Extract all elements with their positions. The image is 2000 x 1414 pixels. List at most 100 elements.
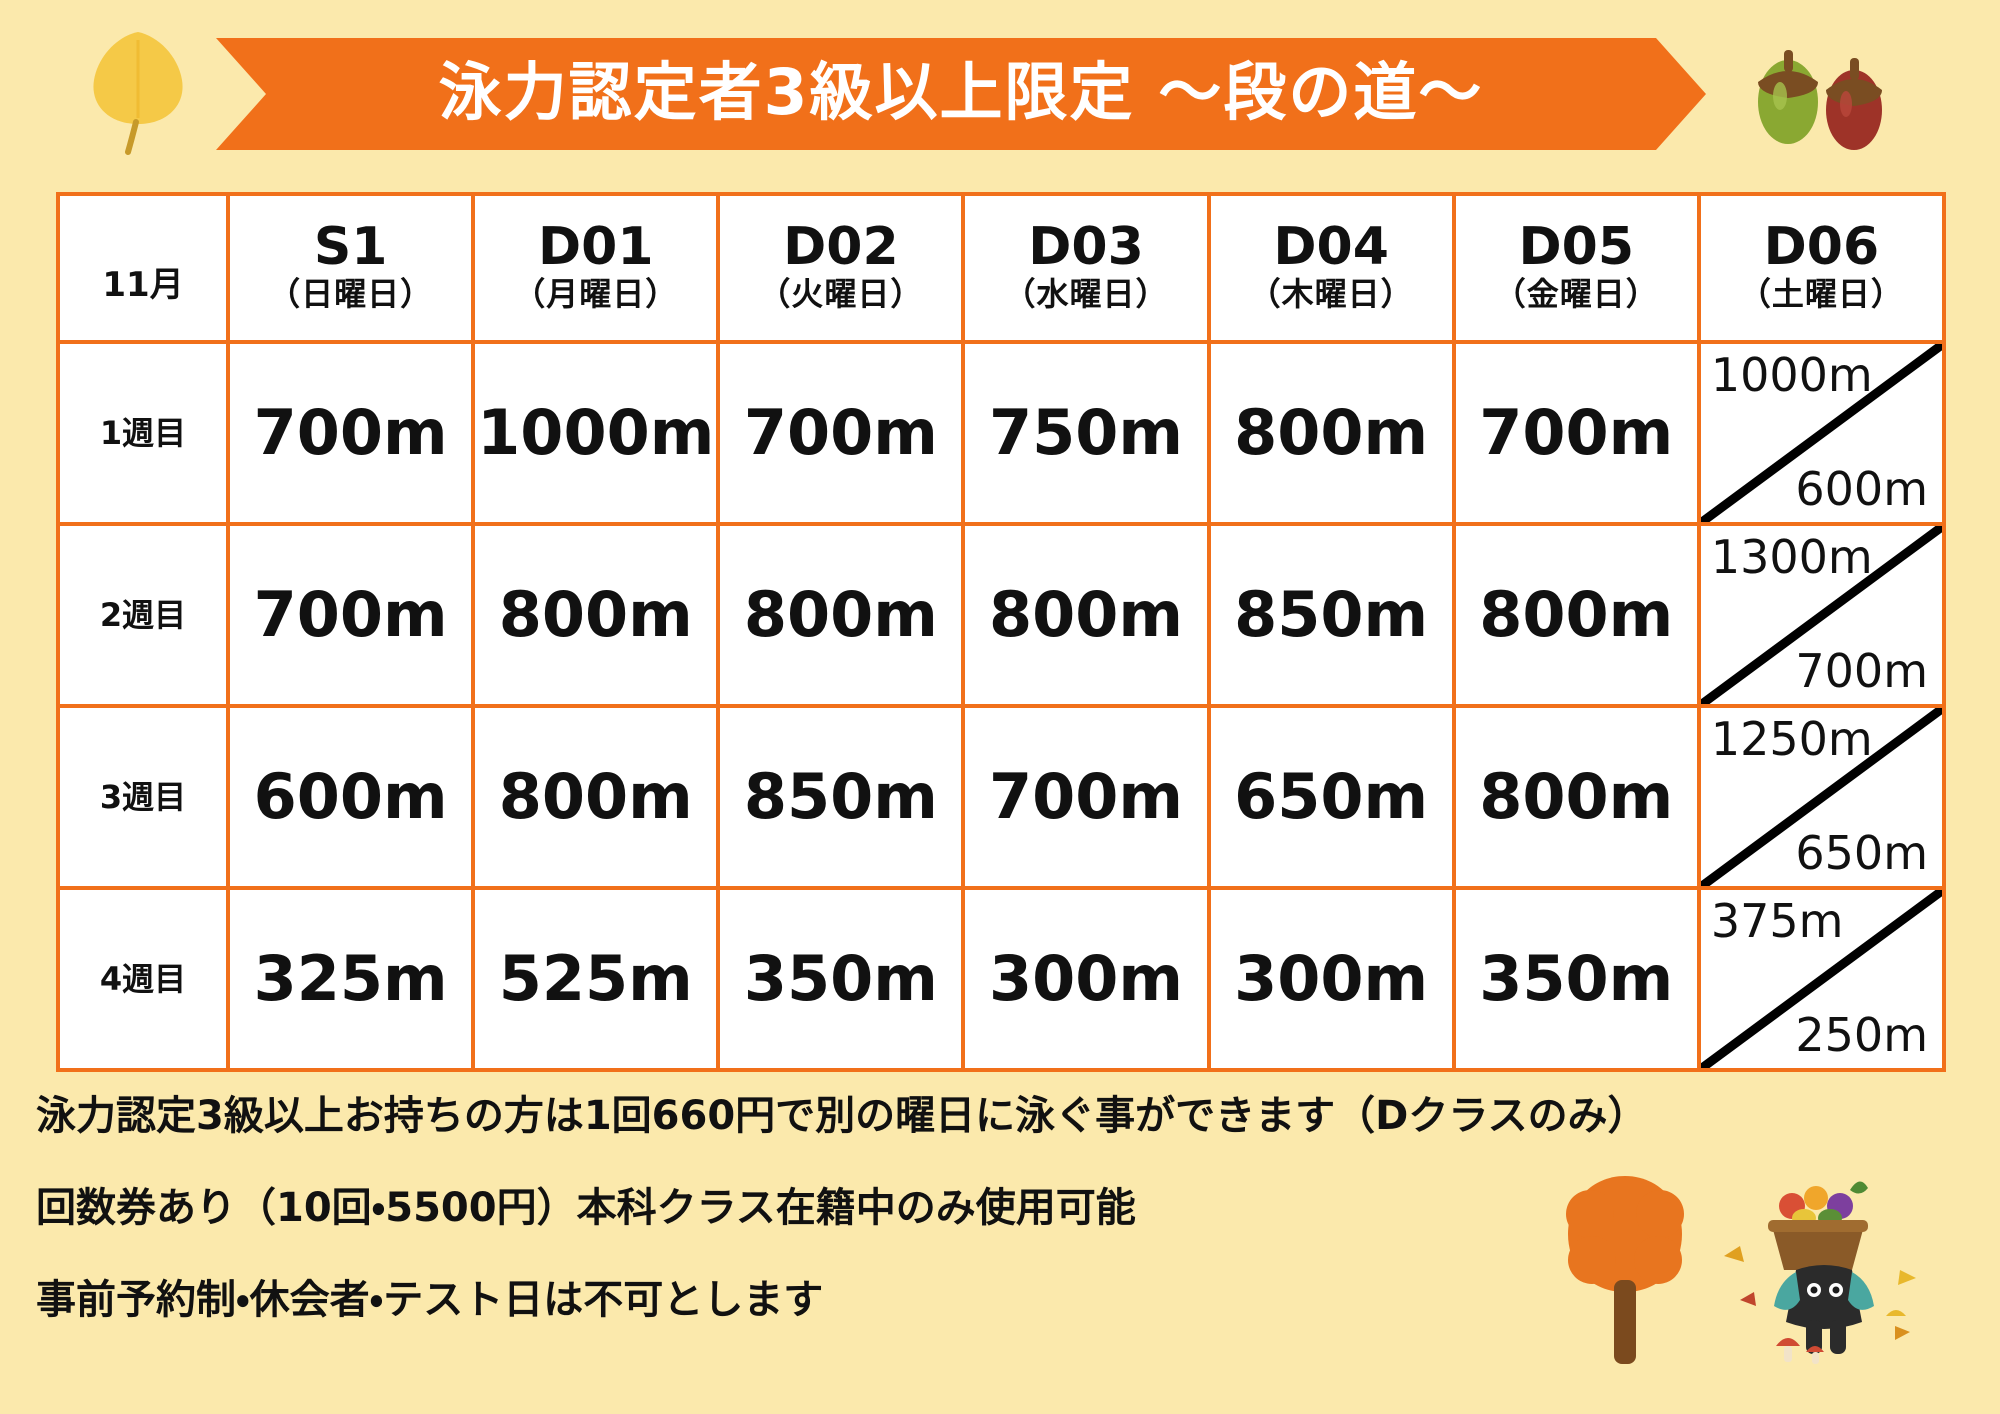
split-upper-value: 1300m — [1710, 530, 1873, 584]
distance-cell: 800m — [961, 522, 1211, 708]
month-label: 11月 — [102, 265, 184, 305]
table-header-row: 11月 S1 （日曜日） D01 （月曜日） D02 （火曜日） D03 （水曜… — [55, 192, 1947, 344]
distance-cell: 600m — [226, 704, 476, 890]
column-dow-d05: （金曜日） — [1493, 274, 1659, 313]
distance-cell: 350m — [1451, 886, 1701, 1072]
split-lower-value: 650m — [1795, 826, 1928, 880]
distance-cell: 325m — [226, 886, 476, 1072]
week-label-cell: 4週目 — [55, 886, 231, 1072]
distance-value: 700 — [253, 578, 384, 651]
distance-unit: m — [1608, 396, 1674, 469]
column-dow-d02: （火曜日） — [758, 274, 924, 313]
distance-cell: 800m — [471, 522, 721, 708]
column-dow-d06: （土曜日） — [1738, 274, 1904, 313]
week-label: 4週目 — [99, 960, 187, 998]
column-code-d06: D06 — [1763, 216, 1880, 277]
distance-cell: 800m — [1206, 340, 1456, 526]
distance-unit: m — [1118, 942, 1184, 1015]
distance-value: 300 — [1234, 942, 1364, 1015]
column-header-d05: D05 （金曜日） — [1451, 192, 1701, 344]
distance-unit: m — [628, 578, 693, 651]
week-label: 3週目 — [99, 778, 187, 816]
distance-cell: 800m — [716, 522, 966, 708]
distance-cell: 300m — [961, 886, 1211, 1072]
column-dow-s1: （日曜日） — [268, 274, 434, 313]
column-code-d03: D03 — [1028, 216, 1144, 277]
distance-value: 850 — [743, 760, 874, 833]
distance-value: 350 — [1479, 942, 1609, 1015]
split-distance-cell: 375m 250m — [1696, 886, 1947, 1072]
distance-value: 800 — [1234, 396, 1364, 469]
split-cell-inner: 1300m 700m — [1702, 528, 1940, 702]
week-label-cell: 3週目 — [55, 704, 231, 890]
note-line-3: 事前予約制・休会者・テスト日は不可とします — [36, 1277, 824, 1323]
distance-value: 600 — [253, 760, 384, 833]
column-header-d01: D01 （月曜日） — [471, 192, 721, 344]
distance-unit: m — [1608, 760, 1674, 833]
split-cell-inner: 1250m 650m — [1702, 710, 1940, 884]
column-code-d05: D05 — [1518, 216, 1635, 277]
note-line-2: 回数券あり（10回・5500円）本科クラス在籍中のみ使用可能 — [36, 1185, 1136, 1231]
distance-value: 300 — [989, 942, 1119, 1015]
split-lower-value: 250m — [1795, 1008, 1928, 1062]
distance-unit: m — [628, 760, 693, 833]
distance-unit: m — [873, 942, 938, 1015]
split-lower-value: 700m — [1795, 644, 1928, 698]
week-label-cell: 1週目 — [55, 340, 231, 526]
distance-value: 325 — [253, 942, 384, 1015]
table-row: 3週目 600m 800m 850m 700m 650m 800m 1250m … — [55, 704, 1947, 890]
distance-value: 700 — [743, 396, 874, 469]
footer-notes: 泳力認定3級以上お持ちの方は1回660円で別の曜日に泳ぐ事ができます（Dクラスの… — [36, 1096, 1936, 1372]
title-banner: 泳力認定者3級以上限定 〜段の道〜 — [216, 38, 1706, 150]
distance-cell: 300m — [1206, 886, 1456, 1072]
distance-unit: m — [628, 942, 693, 1015]
split-upper-value: 1000m — [1710, 348, 1873, 402]
distance-cell: 850m — [1206, 522, 1456, 708]
column-dow-d01: （月曜日） — [513, 274, 679, 313]
column-header-d04: D04 （木曜日） — [1206, 192, 1456, 344]
distance-unit: m — [1363, 578, 1429, 651]
distance-value: 1000 — [477, 396, 650, 469]
distance-unit: m — [383, 942, 448, 1015]
distance-cell: 750m — [961, 340, 1211, 526]
schedule-table: 11月 S1 （日曜日） D01 （月曜日） D02 （火曜日） D03 （水曜… — [55, 192, 1947, 1072]
distance-cell: 700m — [226, 522, 476, 708]
distance-unit: m — [1363, 396, 1429, 469]
table-row: 2週目 700m 800m 800m 800m 850m 800m 1300m … — [55, 522, 1947, 708]
distance-value: 800 — [1479, 578, 1609, 651]
column-header-d03: D03 （水曜日） — [961, 192, 1211, 344]
distance-cell: 700m — [1451, 340, 1701, 526]
distance-cell: 700m — [716, 340, 966, 526]
distance-cell: 850m — [716, 704, 966, 890]
distance-unit: m — [873, 396, 938, 469]
distance-unit: m — [383, 578, 448, 651]
schedule-table-body: 1週目 700m 1000m 700m 750m 800m 700m 1000m… — [55, 340, 1947, 1072]
page-title: 泳力認定者3級以上限定 〜段の道〜 — [438, 55, 1484, 129]
distance-cell: 650m — [1206, 704, 1456, 890]
distance-value: 650 — [1234, 760, 1364, 833]
distance-cell: 525m — [471, 886, 721, 1072]
split-upper-value: 375m — [1710, 894, 1844, 948]
distance-unit: m — [1608, 578, 1674, 651]
distance-unit: m — [1118, 396, 1184, 469]
distance-value: 850 — [1234, 578, 1364, 651]
distance-value: 800 — [743, 578, 874, 651]
table-row: 4週目 325m 525m 350m 300m 300m 350m 375m 2… — [55, 886, 1947, 1072]
acorn-icon — [1758, 50, 1882, 150]
distance-value: 700 — [1479, 396, 1609, 469]
split-distance-cell: 1250m 650m — [1696, 704, 1947, 890]
distance-cell: 800m — [471, 704, 721, 890]
distance-cell: 700m — [961, 704, 1211, 890]
split-distance-cell: 1000m 600m — [1696, 340, 1947, 526]
distance-cell: 350m — [716, 886, 966, 1072]
banner-shape: 泳力認定者3級以上限定 〜段の道〜 — [216, 38, 1706, 150]
distance-unit: m — [1118, 760, 1184, 833]
split-cell-inner: 1000m 600m — [1702, 346, 1940, 520]
schedule-table-container: 11月 S1 （日曜日） D01 （月曜日） D02 （火曜日） D03 （水曜… — [55, 192, 1947, 1072]
column-dow-d03: （水曜日） — [1003, 274, 1169, 313]
month-header-cell: 11月 — [55, 192, 231, 344]
column-header-d06: D06 （土曜日） — [1696, 192, 1947, 344]
split-distance-cell: 1300m 700m — [1696, 522, 1947, 708]
week-label-cell: 2週目 — [55, 522, 231, 708]
distance-cell: 1000m — [471, 340, 721, 526]
